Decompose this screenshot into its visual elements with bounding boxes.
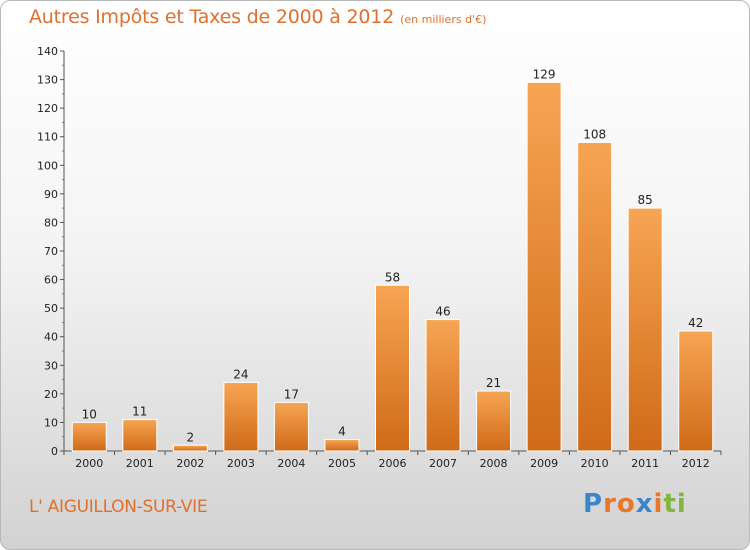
y-tick-label: 0 <box>51 445 58 458</box>
x-tick-label: 2002 <box>176 457 204 470</box>
chart-title-block: Autres Impôts et Taxes de 2000 à 2012 (en… <box>29 6 486 28</box>
x-tick-label: 2009 <box>530 457 558 470</box>
logo-letter: o <box>616 489 636 519</box>
value-label: 4 <box>338 425 346 439</box>
y-tick-label: 130 <box>37 74 58 87</box>
value-label: 21 <box>486 376 501 390</box>
city-name: L' AIGUILLON-SUR-VIE <box>29 497 208 517</box>
y-tick-label: 30 <box>44 359 58 372</box>
y-tick-label: 120 <box>37 102 58 115</box>
y-tick-label: 20 <box>44 388 58 401</box>
logo-letter: i <box>653 489 664 519</box>
y-tick-label: 140 <box>37 45 58 58</box>
value-label: 42 <box>688 316 703 330</box>
y-tick-label: 40 <box>44 331 58 344</box>
y-tick-label: 10 <box>44 416 58 429</box>
value-label: 85 <box>638 193 653 207</box>
x-tick-label: 2000 <box>75 457 103 470</box>
x-tick-label: 2011 <box>631 457 659 470</box>
value-label: 10 <box>82 407 97 421</box>
y-tick-label: 110 <box>37 131 58 144</box>
logo-letter: P <box>583 489 604 519</box>
value-labels: 10 11 2 24 17 4 58 46 21 129 108 85 42 <box>82 67 704 444</box>
bar <box>122 419 158 452</box>
y-tick-label: 70 <box>44 245 58 258</box>
y-tick-label: 90 <box>44 188 58 201</box>
bars <box>71 81 714 452</box>
bar <box>172 444 208 452</box>
chart-title: Autres Impôts et Taxes de 2000 à 2012 <box>29 6 395 28</box>
value-label: 2 <box>187 430 195 444</box>
bar <box>425 319 461 452</box>
bar <box>678 330 714 452</box>
bar <box>577 141 613 452</box>
bar <box>375 284 410 452</box>
y-tick-label: 100 <box>37 159 58 172</box>
x-tick-label: 2004 <box>277 457 305 470</box>
value-label: 129 <box>533 67 556 81</box>
bar <box>476 390 512 452</box>
logo-letter: r <box>603 489 617 519</box>
value-label: 58 <box>385 270 400 284</box>
proxiti-logo: Proxiti <box>583 489 687 519</box>
logo-letter: x <box>635 489 654 519</box>
logo-letter: i <box>676 489 687 519</box>
bar <box>71 421 107 452</box>
logo-letter: t <box>663 489 677 519</box>
bar <box>627 207 663 452</box>
x-tick-label: 2006 <box>379 457 407 470</box>
x-tick-label: 2010 <box>581 457 609 470</box>
x-tick-label: 2008 <box>480 457 508 470</box>
bar <box>273 401 309 452</box>
y-tick-label: 50 <box>44 302 58 315</box>
value-label: 17 <box>284 387 299 401</box>
chart-subtitle: (en milliers d'€) <box>400 13 487 26</box>
y-tick-label: 60 <box>44 274 58 287</box>
value-label: 108 <box>583 127 606 141</box>
bar <box>223 381 259 452</box>
value-label: 46 <box>435 305 450 319</box>
y-tick-label: 80 <box>44 216 58 229</box>
bar <box>324 439 360 452</box>
x-tick-label: 2012 <box>682 457 710 470</box>
bar <box>526 81 562 452</box>
x-tick-label: 2005 <box>328 457 356 470</box>
x-tick-label: 2003 <box>227 457 255 470</box>
x-tick-label: 2007 <box>429 457 457 470</box>
value-label: 24 <box>233 367 248 381</box>
value-label: 11 <box>132 405 147 419</box>
x-tick-label: 2001 <box>126 457 154 470</box>
